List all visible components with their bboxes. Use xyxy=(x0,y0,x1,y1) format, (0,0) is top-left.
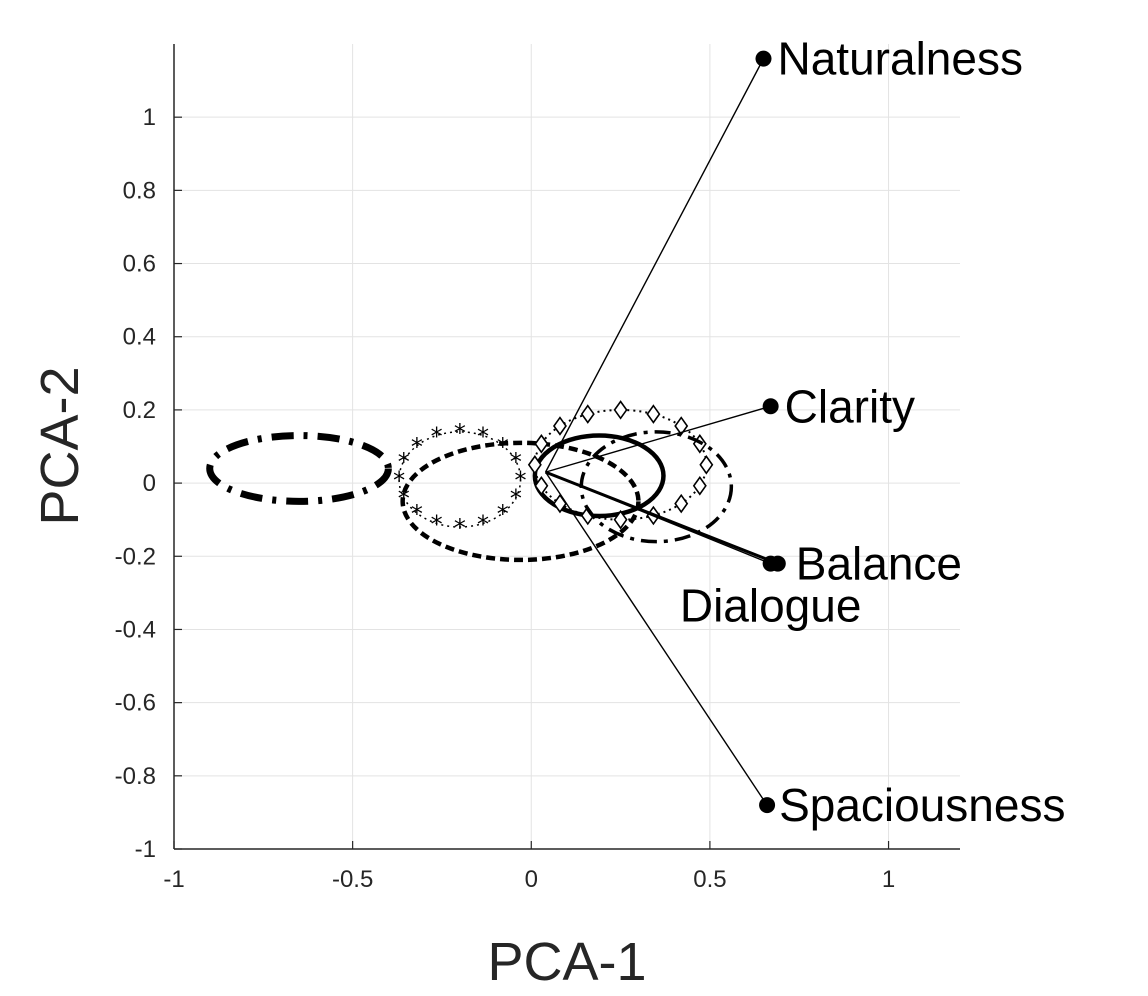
ellipse-dashed xyxy=(400,440,641,563)
vector-endpoint-spaciousness xyxy=(759,797,776,814)
asterisk-marker: * xyxy=(510,485,522,513)
asterisk-marker: * xyxy=(510,448,522,476)
vector-naturalness xyxy=(544,58,765,473)
y-tick-label: -0.4 xyxy=(115,616,156,643)
ellipse-dotted-asterisk xyxy=(398,431,522,528)
vector-label-spaciousness: Spaciousness xyxy=(779,779,1065,831)
asterisk-marker: * xyxy=(497,433,509,461)
diamond-marker xyxy=(527,455,542,475)
y-tick-label: 1 xyxy=(143,104,156,131)
diamond-marker xyxy=(613,400,628,420)
vector-dialogue xyxy=(545,471,771,565)
y-tick-label: -0.6 xyxy=(115,690,156,717)
asterisk-marker: * xyxy=(431,422,443,450)
x-tick-label: 1 xyxy=(882,866,895,893)
ellipse-layer: *********** * * * ** xyxy=(206,400,734,563)
x-tick-label: -0.5 xyxy=(332,866,373,893)
asterisk-marker: * xyxy=(411,433,423,461)
x-tick-label: 0 xyxy=(525,866,538,893)
diamond-marker xyxy=(534,434,549,454)
grid xyxy=(173,44,960,850)
x-tick-label: -1 xyxy=(163,866,184,893)
vector-endpoint-naturalness xyxy=(755,50,772,67)
asterisk-marker: * xyxy=(454,419,466,447)
vector-layer xyxy=(544,50,786,814)
asterisk-marker: * xyxy=(454,514,466,542)
diamond-marker xyxy=(692,476,707,496)
diamond-marker xyxy=(646,404,661,424)
vector-label-dialogue: Dialogue xyxy=(680,580,862,632)
asterisk-marker: * xyxy=(398,448,410,476)
y-tick-label: 0.8 xyxy=(123,177,156,204)
ellipse-dash-dot-bold xyxy=(206,432,392,505)
y-axis-title: PCA-2 xyxy=(30,366,90,525)
vector-endpoint-dialogue xyxy=(762,555,779,572)
asterisk-marker: * xyxy=(497,500,509,528)
asterisk-marker: * xyxy=(477,510,489,538)
asterisk-marker: * xyxy=(431,510,443,538)
diamond-marker xyxy=(580,404,595,424)
asterisk-marker: * xyxy=(411,500,423,528)
tick-labels: -1 -0.5 0 0.5 1 1 0.8 0.6 0.4 0.2 0 -0.2 -0.4 -0.6 -0.… xyxy=(115,104,896,893)
y-tick-label: 0.4 xyxy=(123,324,156,351)
y-tick-label: 0.6 xyxy=(123,251,156,278)
diamond-marker xyxy=(699,455,714,475)
asterisk-marker: * xyxy=(393,466,405,494)
diamond-marker xyxy=(613,509,628,530)
asterisk-marker: * xyxy=(515,466,527,494)
y-tick-label: 0 xyxy=(143,470,156,497)
ellipse-dash-dot xyxy=(579,430,734,544)
y-tick-label: -0.8 xyxy=(115,763,156,790)
y-tick-label: -0.2 xyxy=(115,543,156,570)
vector-endpoint-clarity xyxy=(762,398,779,415)
vector-spaciousness xyxy=(544,471,768,806)
vector-clarity xyxy=(545,405,771,473)
vector-label-clarity: Clarity xyxy=(785,380,915,432)
diamond-marker xyxy=(534,476,549,496)
y-tick-label: -1 xyxy=(135,836,156,863)
diamond-marker xyxy=(674,493,689,514)
axes xyxy=(173,44,960,850)
vector-label-naturalness: Naturalness xyxy=(778,33,1023,85)
vector-label-balance: Balance xyxy=(796,538,962,590)
x-tick-label: 0.5 xyxy=(693,866,726,893)
x-axis-title: PCA-1 xyxy=(487,932,646,992)
diamond-marker xyxy=(552,416,567,436)
ellipse-solid-bold xyxy=(532,433,666,519)
y-tick-label: 0.2 xyxy=(123,397,156,424)
